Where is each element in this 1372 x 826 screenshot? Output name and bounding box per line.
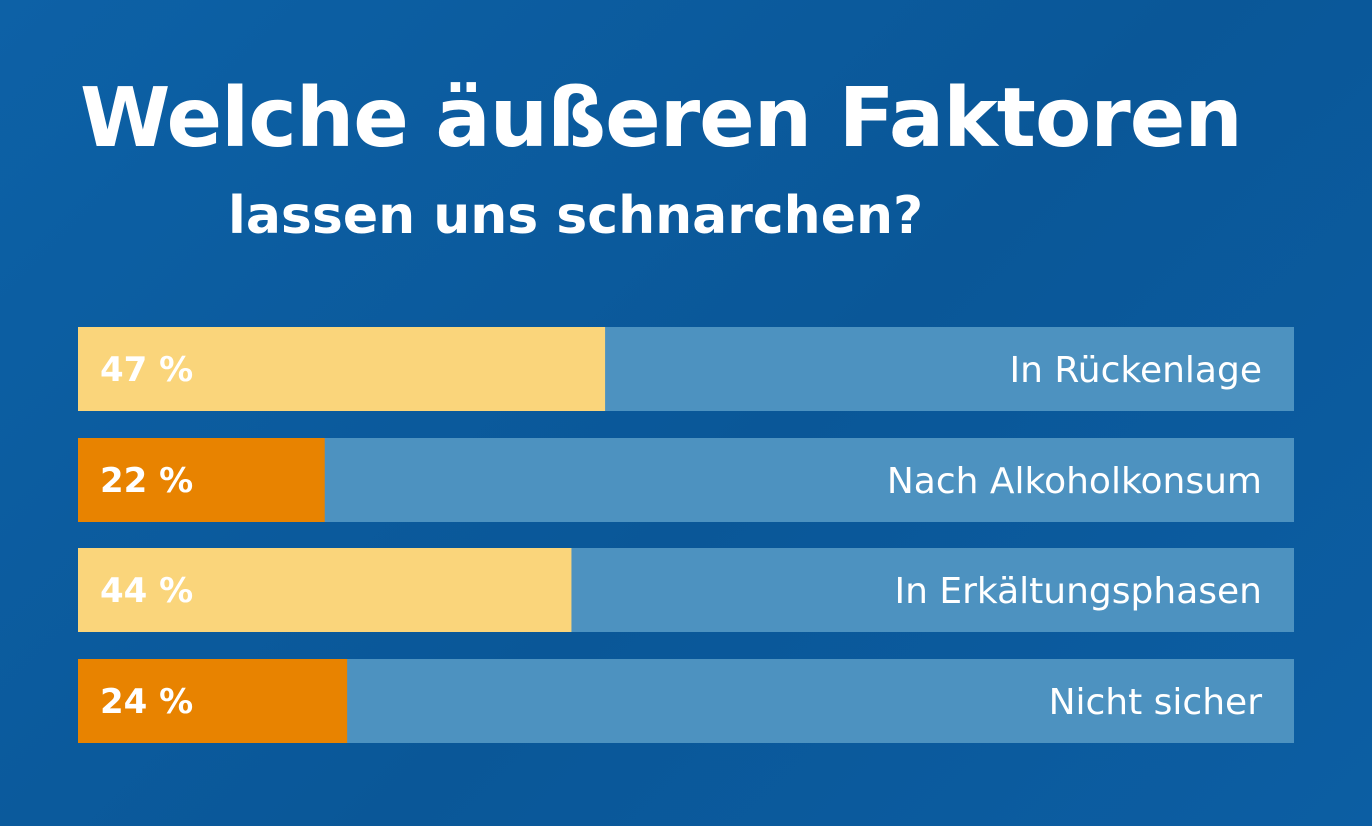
chart-title: Welche äußeren Faktoren [80,71,1243,166]
bar-value-label: 22 % [100,461,193,501]
bar-row: 22 % Nach Alkoholkonsum [78,438,1294,522]
bar [78,548,572,632]
bar-row: 44 % In Erkältungsphasen [78,548,1294,632]
bar-row: 24 % Nicht sicher [78,659,1294,743]
bar [78,659,348,743]
bar-row: 47 % In Rückenlage [78,327,1294,411]
bar-value-label: 44 % [100,571,193,611]
bar [78,438,325,522]
chart-subtitle: lassen uns schnarchen? [228,186,924,246]
bar-category-label: In Rückenlage [1010,350,1262,391]
bar-value-label: 24 % [100,682,193,722]
bar-value-label: 47 % [100,350,193,390]
bar-category-label: Nicht sicher [1049,682,1263,723]
bar-category-label: Nach Alkoholkonsum [887,461,1262,502]
bar-category-label: In Erkältungsphasen [894,571,1262,612]
bar [78,327,606,411]
